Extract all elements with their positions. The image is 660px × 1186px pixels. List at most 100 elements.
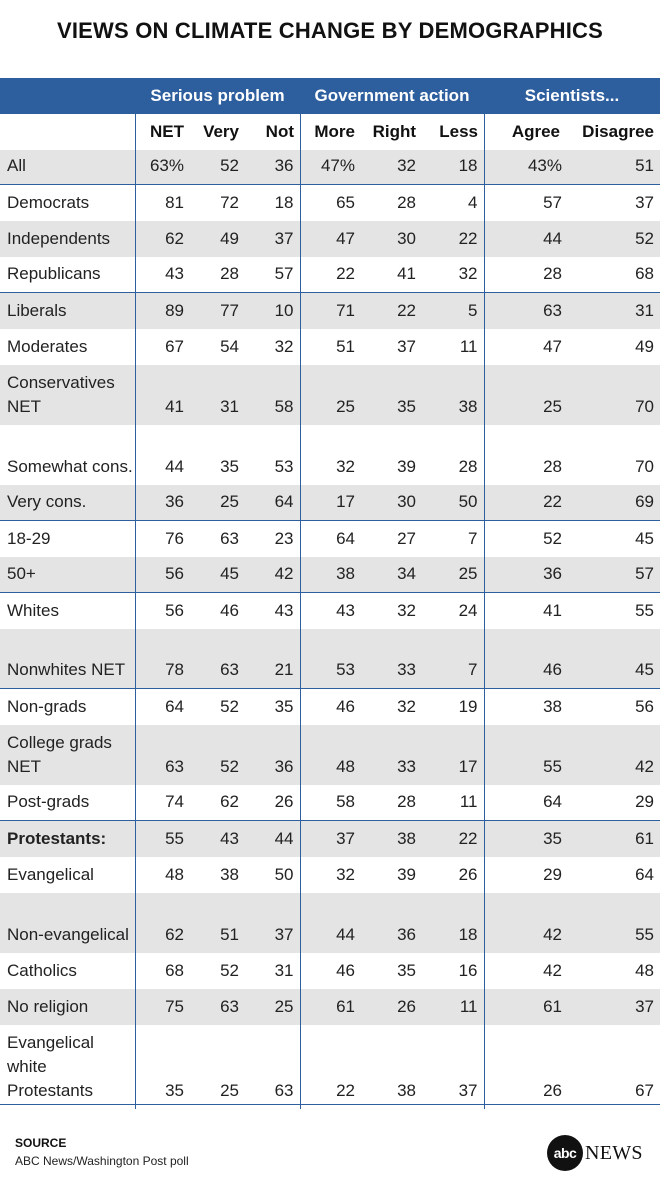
cell-value: 32 (299, 856, 361, 893)
source-label: SOURCE (15, 1136, 67, 1150)
cell-value: 64 (483, 784, 568, 821)
cell-value: 37 (397, 336, 416, 356)
row-label: Non-evangelical (0, 892, 135, 953)
cell-value: 37 (458, 1080, 478, 1100)
cell-value: 19 (422, 688, 484, 725)
cell-value: 41 (397, 264, 416, 283)
cell-value: 18 (245, 184, 300, 221)
cell-value: 28 (483, 256, 568, 293)
cell-value: 62 (220, 792, 239, 811)
cell-value: 28 (361, 184, 422, 221)
row-label: Very cons. (0, 484, 135, 521)
data-table: All 63% 52 36 47% 32 18 43% 51 Democrats 81 72 18 65 2… (0, 150, 660, 1109)
table-row: All 63% 52 36 47% 32 18 43% 51 (0, 150, 660, 185)
cell-value: 11 (422, 988, 484, 1025)
cell-value: 32 (361, 688, 422, 725)
group-serious-problem: Serious problem (150, 86, 285, 105)
cell-value: 53 (274, 456, 294, 476)
subheader-divider (300, 114, 301, 150)
table-row: Post-grads 74 62 26 58 28 11 64 29 (0, 784, 660, 821)
table-bottom-rule (0, 1104, 660, 1105)
cell-value: 22 (361, 292, 422, 329)
cell-value: 55 (568, 892, 660, 953)
cell-value: 25 (422, 556, 484, 593)
cell-value: 72 (190, 184, 245, 221)
table-row: Conservatives NET 41 31 58 25 35 38 25 70 (0, 364, 660, 425)
cell-value: 58 (245, 364, 300, 425)
group-government-action: Government action (314, 86, 470, 105)
cell-value: 56 (134, 556, 190, 593)
table-row: Republicans 43 28 57 22 41 32 28 68 (0, 256, 660, 293)
cell-value: 7 (422, 628, 484, 689)
cell-value: 50 (422, 484, 484, 521)
cell-value: 35 (361, 364, 422, 425)
cell-value: 31 (274, 960, 294, 980)
group-scientists: Scientists... (524, 86, 620, 105)
cell-value: 57 (568, 556, 660, 593)
cell-value: 53 (299, 628, 361, 689)
cell-value: 45 (190, 556, 245, 593)
cell-value: 67 (635, 1080, 654, 1100)
col-header-net: NET (150, 122, 184, 141)
cell-value: 49 (635, 336, 654, 356)
cell-value: 37 (299, 820, 361, 857)
cell-value: 32 (361, 592, 422, 629)
cell-value: 28 (397, 792, 416, 811)
cell-value: 51 (190, 892, 245, 953)
cell-value: 67 (134, 328, 190, 365)
table-row: Evangelical white Protestants 35 25 63 22 38 3… (0, 1024, 660, 1109)
col-header-disagree: Disagree (582, 122, 654, 141)
cell-value: 70 (635, 456, 654, 476)
table-row: Independents 62 49 37 47 30 22 44 52 (0, 220, 660, 257)
cell-value: 64 (635, 864, 654, 884)
table-row: No religion 75 63 25 61 26 11 61 37 (0, 988, 660, 1025)
cell-value: 31 (190, 364, 245, 425)
cell-value: 30 (361, 484, 422, 521)
cell-value: 50 (274, 864, 294, 884)
cell-value: 56 (134, 592, 190, 629)
cell-value: 38 (422, 364, 484, 425)
cell-value: 52 (483, 520, 568, 557)
cell-value: 21 (245, 628, 300, 689)
cell-value: 46 (299, 688, 361, 725)
cell-value: 36 (134, 484, 190, 521)
cell-value: 5 (422, 292, 484, 329)
row-label: Independents (0, 220, 135, 257)
abc-logo-circle: abc (547, 1135, 583, 1171)
cell-value: 25 (190, 484, 245, 521)
cell-value: 11 (459, 336, 478, 356)
cell-value: 55 (483, 724, 568, 785)
cell-value: 76 (134, 520, 190, 557)
cell-value: 43 (134, 256, 190, 293)
cell-value: 25 (220, 1080, 239, 1100)
cell-value: 81 (134, 184, 190, 221)
cell-value: 43 (245, 592, 300, 629)
column-subheader: NET Very Not More Right Less Agree Disag… (0, 114, 660, 150)
cell-value: 44 (134, 424, 190, 485)
cell-value: 44 (299, 892, 361, 953)
row-label: Evangelical (7, 864, 94, 884)
cell-value: 22 (299, 1024, 361, 1109)
cell-value: 57 (274, 264, 294, 283)
cell-value: 18 (422, 150, 484, 185)
row-label: Evangelical white Protestants (7, 1032, 94, 1100)
cell-value: 22 (422, 220, 484, 257)
cell-value: 35 (483, 820, 568, 857)
news-wordmark: NEWS (585, 1141, 643, 1164)
cell-value: 37 (245, 220, 300, 257)
cell-value: 63 (190, 520, 245, 557)
cell-value: 22 (422, 820, 484, 857)
column-group-header: Serious problem Government action Scient… (0, 78, 660, 114)
cell-value: 89 (134, 292, 190, 329)
row-label: Somewhat cons. (7, 456, 133, 476)
cell-value: 25 (299, 364, 361, 425)
row-label: Liberals (0, 292, 135, 329)
cell-value: 29 (483, 856, 568, 893)
row-label: College grads NET (0, 724, 135, 785)
cell-value: 36 (483, 556, 568, 593)
cell-value: 64 (245, 484, 300, 521)
cell-value: 25 (483, 364, 568, 425)
cell-value: 52 (190, 724, 245, 785)
cell-value: 47 (483, 328, 568, 365)
cell-value: 42 (483, 952, 568, 989)
